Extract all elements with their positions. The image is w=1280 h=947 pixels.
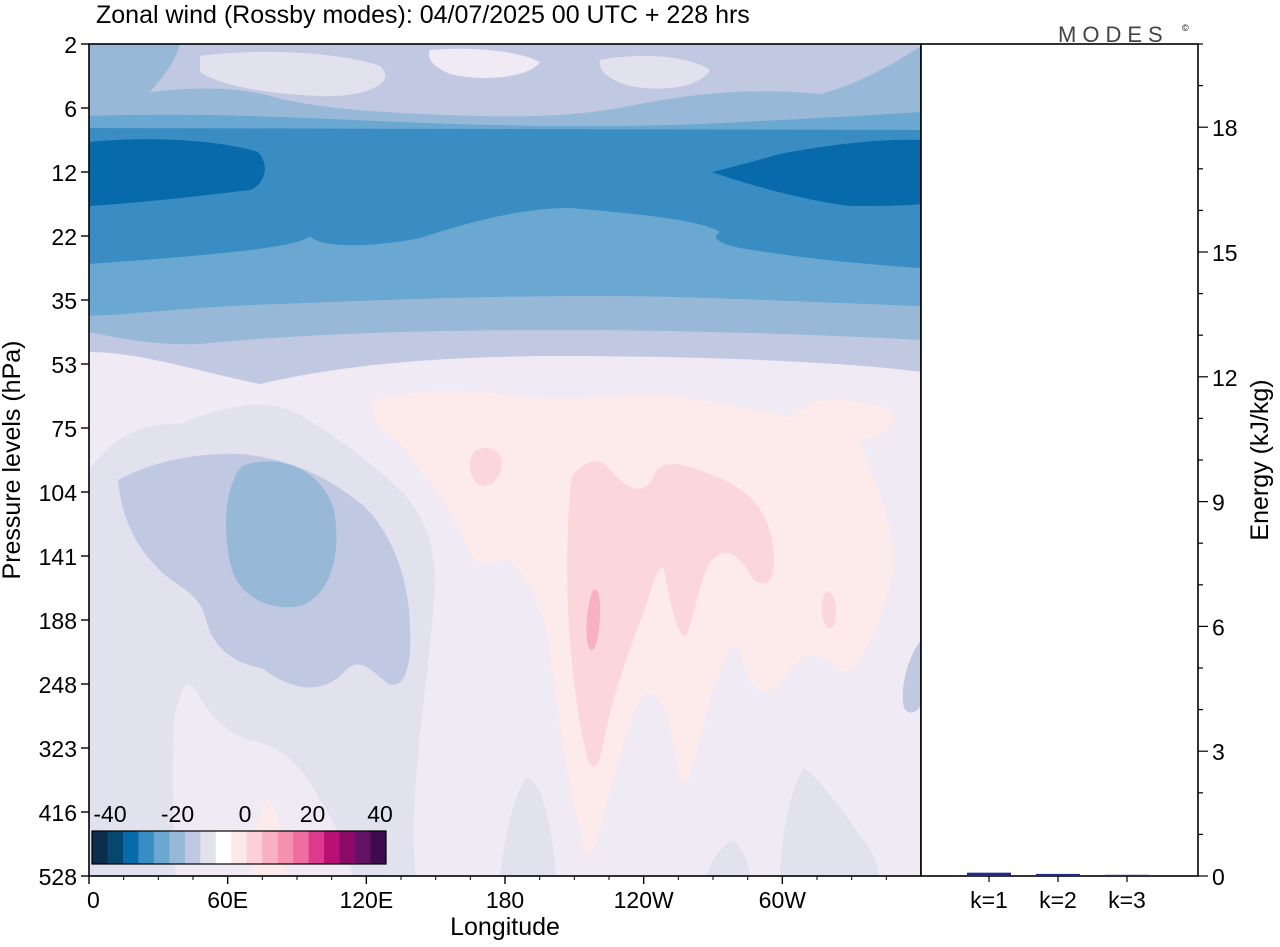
colorbar-swatch bbox=[355, 831, 372, 864]
y-tick-label: 528 bbox=[39, 864, 77, 890]
energy-axis-label: Energy (kJ/kg) bbox=[1246, 379, 1274, 540]
colorbar-swatch bbox=[122, 831, 139, 864]
colorbar-frame bbox=[91, 830, 387, 865]
x-tick-label: 120W bbox=[614, 887, 674, 913]
energy-tick-label: 18 bbox=[1212, 115, 1238, 141]
contour-westerly-cell-east bbox=[805, 399, 894, 439]
y-tick-label: 141 bbox=[39, 544, 77, 570]
contour-westerly-cell-b bbox=[821, 591, 836, 629]
y-tick-label: 104 bbox=[39, 480, 78, 506]
contour-easterly-low-1 bbox=[500, 778, 556, 876]
contour-westerly-max bbox=[586, 589, 600, 651]
energy-category-label: k=3 bbox=[1108, 887, 1146, 913]
y-axis-pressure: 2 6 12 22 35 53 75 104 141 188 248 323 416 528 bbox=[39, 32, 89, 890]
y-axis-label: Pressure levels (hPa) bbox=[0, 341, 26, 580]
energy-panel-frame bbox=[920, 43, 1199, 877]
x-tick-label: 0 bbox=[87, 887, 100, 913]
colorbar-swatch bbox=[184, 831, 201, 864]
energy-bar bbox=[1105, 874, 1149, 876]
energy-tick-label: 12 bbox=[1212, 365, 1238, 391]
brand-registered-mark: © bbox=[1182, 23, 1189, 33]
energy-category-label: k=1 bbox=[970, 887, 1008, 913]
energy-bar bbox=[1036, 873, 1080, 876]
energy-tick-label: 3 bbox=[1212, 739, 1225, 765]
colorbar-swatch bbox=[324, 831, 341, 864]
contour-easterly-low-3 bbox=[706, 840, 750, 876]
y-tick-label: 6 bbox=[64, 96, 77, 122]
contour-cell-top-a bbox=[200, 51, 386, 97]
contour-field bbox=[89, 44, 921, 876]
contour-easterly-core bbox=[226, 461, 337, 608]
x-tick-label: 180 bbox=[486, 887, 524, 913]
contour-easterly-edge bbox=[902, 640, 921, 713]
contour-band-upper-4 bbox=[89, 128, 921, 268]
x-axis-label: Longitude bbox=[450, 913, 560, 941]
colorbar-tick-label: 20 bbox=[300, 801, 326, 827]
contour-band-upper-5 bbox=[89, 139, 921, 206]
y-tick-label: 248 bbox=[39, 672, 77, 698]
colorbar-swatch bbox=[370, 831, 387, 864]
y-tick-label: 416 bbox=[39, 800, 77, 826]
colorbar-swatch bbox=[308, 831, 325, 864]
y-tick-label: 53 bbox=[51, 352, 77, 378]
energy-tick-label: 9 bbox=[1212, 490, 1225, 516]
contour-cell-top-b bbox=[428, 48, 540, 78]
brand-logo: MODES bbox=[1058, 22, 1169, 47]
contour-westerly-cell-a bbox=[469, 447, 502, 486]
colorbar-swatch bbox=[200, 831, 217, 864]
colorbar-tick-label: -20 bbox=[161, 801, 194, 827]
x-tick-label: 120E bbox=[339, 887, 393, 913]
y-tick-label: 12 bbox=[51, 160, 77, 186]
x-axis-longitude: 0 60E 120E 180 120W 60W bbox=[87, 876, 887, 913]
energy-tick-label: 0 bbox=[1212, 864, 1225, 890]
colorbar-tick-label: -40 bbox=[93, 801, 126, 827]
x-tick-label: 60E bbox=[207, 887, 248, 913]
energy-tick-label: 6 bbox=[1212, 614, 1225, 640]
colorbar: -40 -20 0 20 40 bbox=[91, 801, 393, 865]
chart-title: Zonal wind (Rossby modes): 04/07/2025 00… bbox=[96, 1, 750, 29]
colorbar-swatch bbox=[169, 831, 186, 864]
colorbar-tick-label: 0 bbox=[239, 801, 252, 827]
colorbar-swatch bbox=[107, 831, 124, 864]
colorbar-swatch bbox=[246, 831, 263, 864]
contour-easterly-low-2 bbox=[780, 768, 879, 876]
colorbar-swatch bbox=[339, 831, 356, 864]
colorbar-swatch bbox=[215, 831, 232, 864]
energy-bar-chart: 0 3 6 9 12 15 18 k=1 k=2 k=3 bbox=[967, 43, 1238, 913]
contour-pale-intrusion bbox=[172, 684, 352, 876]
colorbar-swatch bbox=[277, 831, 294, 864]
energy-bar bbox=[967, 872, 1011, 876]
y-tick-label: 35 bbox=[51, 288, 77, 314]
y-tick-label: 188 bbox=[39, 608, 77, 634]
colorbar-swatch bbox=[92, 831, 108, 864]
colorbar-swatch bbox=[231, 831, 248, 864]
colorbar-swatch bbox=[153, 831, 170, 864]
energy-category-label: k=2 bbox=[1039, 887, 1077, 913]
y-tick-label: 2 bbox=[64, 32, 77, 58]
colorbar-swatch bbox=[293, 831, 310, 864]
colorbar-tick-label: 40 bbox=[367, 801, 393, 827]
contour-cell-top-c bbox=[599, 55, 710, 89]
x-tick-label: 60W bbox=[759, 887, 807, 913]
colorbar-swatch bbox=[262, 831, 279, 864]
colorbar-swatch bbox=[138, 831, 155, 864]
contour-westerly-mid bbox=[567, 461, 774, 767]
y-tick-label: 22 bbox=[51, 224, 77, 250]
energy-tick-label: 15 bbox=[1212, 240, 1238, 266]
y-tick-label: 75 bbox=[51, 416, 77, 442]
y-tick-label: 323 bbox=[39, 736, 77, 762]
